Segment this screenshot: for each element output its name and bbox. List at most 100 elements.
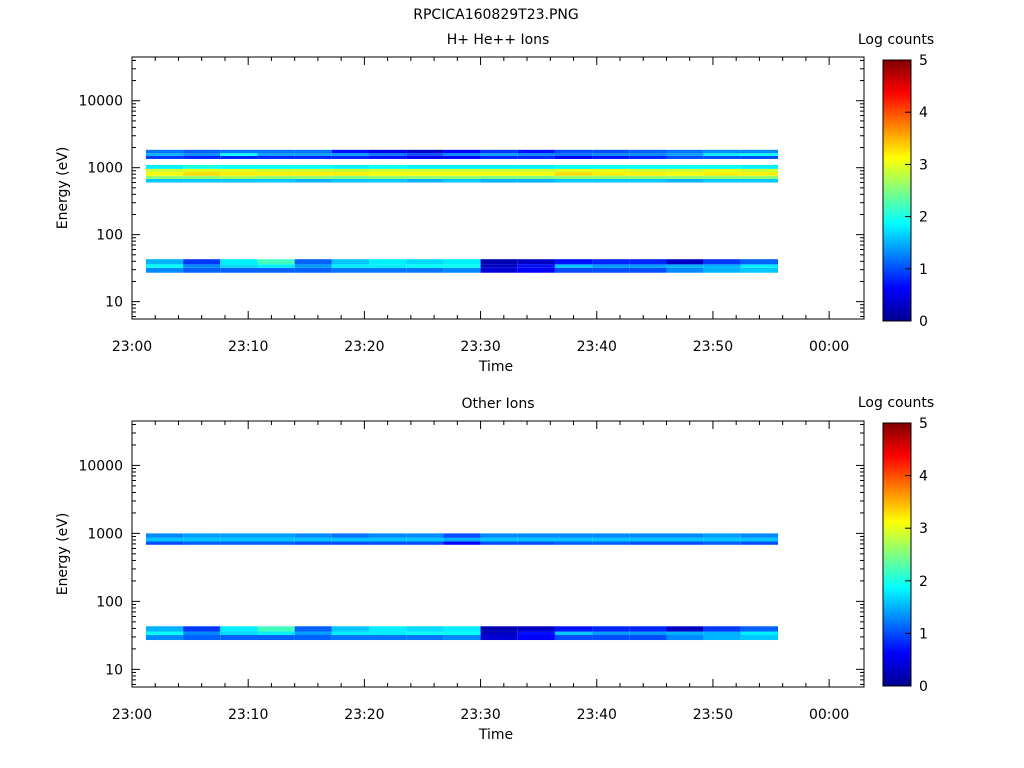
heatmap-cell [183,259,221,265]
heatmap-cell [554,626,593,632]
x-axis: 23:00 23:10 23:20 23:30 23:40 23:50 00:00 Time [112,421,849,743]
y-axis: 10 100 1000 10000 Energy (eV) [55,59,864,317]
heatmap-cell [406,164,444,169]
heatmap-cell [592,178,630,183]
heatmap-cell [443,149,481,154]
heatmap-cell [145,164,184,169]
y-tick-label: 1000 [87,161,123,177]
heatmap-cell [257,635,295,641]
heatmap-cell [369,267,407,273]
heatmap-cell [183,164,221,169]
x-tick-label: 23:00 [112,339,152,355]
heatmap-cell [145,264,184,268]
heatmap-cell [517,541,555,545]
heatmap-cell [369,153,407,156]
heatmap-cell [145,153,184,156]
colorbar-scale [882,422,912,687]
heatmap-cell [220,172,258,176]
heatmap-cell [406,541,444,545]
heatmap-cell [629,635,667,641]
panel-title: Other Ions [461,396,534,412]
heatmap-cell [666,164,704,169]
heatmap-cell [145,259,184,265]
heatmap-cell [703,267,741,273]
heatmap-cell [740,537,779,542]
heatmap-cell [480,172,518,176]
heatmap-cell [703,626,741,632]
heatmap-cell [257,626,295,632]
heatmap-cell [554,153,593,156]
heatmap-cell [331,155,370,159]
x-tick-label: 23:50 [693,339,733,355]
heatmap-cell [629,533,667,538]
heatmap-cell [369,259,407,265]
heatmap-cell [666,155,704,159]
heatmap-cell [294,178,332,183]
colorbar-tick-label: 1 [919,626,928,642]
heatmap-cell [220,259,258,265]
heatmap-cell [629,172,667,176]
heatmap-cell [592,631,630,636]
heatmap-cell [554,155,593,159]
heatmap-cell [443,635,481,641]
heatmap-cell [629,153,667,156]
heatmap-cell [740,631,779,636]
heatmap-cell [554,259,593,265]
heatmap-cell [220,631,258,636]
heatmap-cell [443,168,481,173]
heatmap-cell [666,153,704,156]
heatmap-cell [703,631,741,636]
heatmap-cell [257,168,295,173]
heatmap-cell [592,172,630,176]
heatmap-cell [145,178,184,183]
heatmap-cell [294,149,332,154]
heatmap-cell [666,175,704,179]
heatmap-cell [331,168,370,173]
heatmap-cell [294,155,332,159]
heatmap-cell [443,259,481,265]
heatmap-cell [183,264,221,268]
heatmap-cell [480,537,518,542]
heatmap-cell [517,267,555,273]
heatmap-cell [629,631,667,636]
heatmap-cell [443,178,481,183]
heatmap-cell [294,533,332,538]
heatmap-cell [257,267,295,273]
heatmap-cells [145,533,779,641]
heatmap-cell [517,175,555,179]
heatmap-cell [220,178,258,183]
heatmap-cell [369,541,407,545]
heatmap-cell [740,168,779,173]
page-title: RPCICA160829T23.PNG [413,7,578,23]
heatmap-cell [331,164,370,169]
heatmap-cell [517,164,555,169]
heatmap-cell [629,149,667,154]
heatmap-cell [183,541,221,545]
heatmap-cell [406,626,444,632]
heatmap-cell [257,264,295,268]
heatmap-cell [257,533,295,538]
y-tick-label: 10000 [78,94,123,110]
heatmap-cell [220,175,258,179]
heatmap-cell [554,168,593,173]
colorbar-tick-label: 5 [919,416,928,432]
x-tick-label: 23:10 [228,339,268,355]
heatmap-cell [145,533,184,538]
heatmap-cell [517,153,555,156]
heatmap-cell [369,533,407,538]
heatmap-cell [480,541,518,545]
heatmap-cell [369,635,407,641]
heatmap-cell [183,626,221,632]
heatmap-cell [443,541,481,545]
heatmap-cell [480,631,518,636]
heatmap-cell [629,264,667,268]
heatmap-cell [406,178,444,183]
heatmap-cell [554,537,593,542]
heatmap-cell [145,168,184,173]
heatmap-cell [294,635,332,641]
heatmap-cell [666,537,704,542]
heatmap-cell [592,264,630,268]
heatmap-cell [703,175,741,179]
heatmap-cell [443,175,481,179]
heatmap-cell [183,631,221,636]
